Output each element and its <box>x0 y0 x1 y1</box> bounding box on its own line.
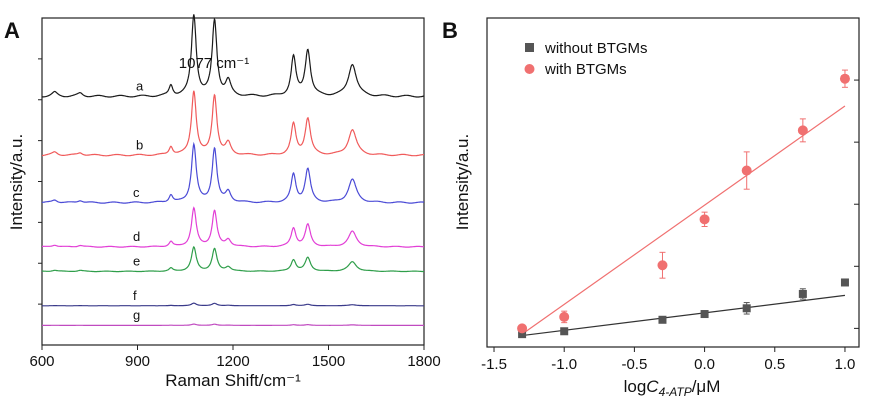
panel-a-ylabel: Intensity/a.u. <box>7 134 26 230</box>
point-with-btgms <box>797 125 808 136</box>
panel-a-xtick-label: 900 <box>125 353 150 370</box>
panel-letter-a: A <box>4 18 20 43</box>
panel-b-xlabel: logC4-ATP/μM <box>624 377 721 399</box>
spectrum-label-b: b <box>136 137 143 152</box>
point-without-btgms <box>518 330 527 339</box>
panel-b-xtick-label: 0.0 <box>694 356 715 373</box>
panel-b-xtick-label: 0.5 <box>764 356 785 373</box>
point-without-btgms <box>798 289 807 298</box>
point-without-btgms <box>742 304 751 313</box>
point-with-btgms <box>741 165 752 176</box>
panel-b-ylabel: Intensity/a.u. <box>453 134 472 230</box>
point-with-btgms <box>699 214 710 225</box>
fit-line-without-btgms <box>522 294 846 337</box>
spectrum-label-a: a <box>136 78 144 93</box>
legend: without BTGMs with BTGMs <box>524 40 648 78</box>
spectrum-b <box>41 90 424 157</box>
point-with-btgms <box>657 260 668 271</box>
panel-b-frame <box>486 17 860 348</box>
panel-a-xlabel: Raman Shift/cm⁻¹ <box>165 371 301 390</box>
point-without-btgms <box>658 315 667 324</box>
spectrum-label-e: e <box>133 253 140 268</box>
spectrum-g <box>42 323 424 326</box>
panel-b-xtick-label: -1.5 <box>481 356 507 373</box>
legend-label-without-btgms: without BTGMs <box>544 40 648 57</box>
spectrum-label-d: d <box>133 229 140 244</box>
legend-label-with-btgms: with BTGMs <box>544 61 627 78</box>
panel-b-xtick-label: 1.0 <box>835 356 856 373</box>
fit-line-with-btgms <box>521 105 846 335</box>
peak-annotation: 1077 cm⁻¹ <box>179 55 249 72</box>
panel-a-xtick-label: 1800 <box>407 353 440 370</box>
legend-marker-with-btgms <box>524 64 535 74</box>
panel-a-xtick-label: 1500 <box>312 353 345 370</box>
point-with-btgms <box>839 73 850 84</box>
legend-marker-without-btgms <box>525 43 534 52</box>
panel-a-xtick-label: 1200 <box>216 353 249 370</box>
spectrum-label-g: g <box>133 307 140 322</box>
panel-b-xtick-label: -0.5 <box>621 356 647 373</box>
spectrum-d <box>42 206 424 248</box>
spectrum-label-f: f <box>133 288 137 303</box>
panel-b-xtick-label: -1.0 <box>551 356 577 373</box>
spectrum-f <box>42 302 424 307</box>
panel-b-chart: -1.5 -1.0 -0.5 0.0 0.5 1.0 without BTGMs with… <box>453 17 860 399</box>
point-with-btgms <box>517 323 528 334</box>
panel-letter-b: B <box>442 18 458 43</box>
spectrum-e <box>42 245 424 273</box>
point-without-btgms <box>840 278 849 287</box>
spectrum-label-c: c <box>133 185 140 200</box>
point-with-btgms <box>559 311 570 322</box>
point-without-btgms <box>560 327 569 336</box>
spectrum-a <box>42 14 425 98</box>
panel-a-xtick-label: 600 <box>29 353 54 370</box>
panel-a-chart: 600 900 1200 1500 1800 a b c de fg 1077 cm⁻¹ Ram… <box>7 14 441 390</box>
point-without-btgms <box>700 310 709 319</box>
spectrum-c <box>41 141 425 204</box>
